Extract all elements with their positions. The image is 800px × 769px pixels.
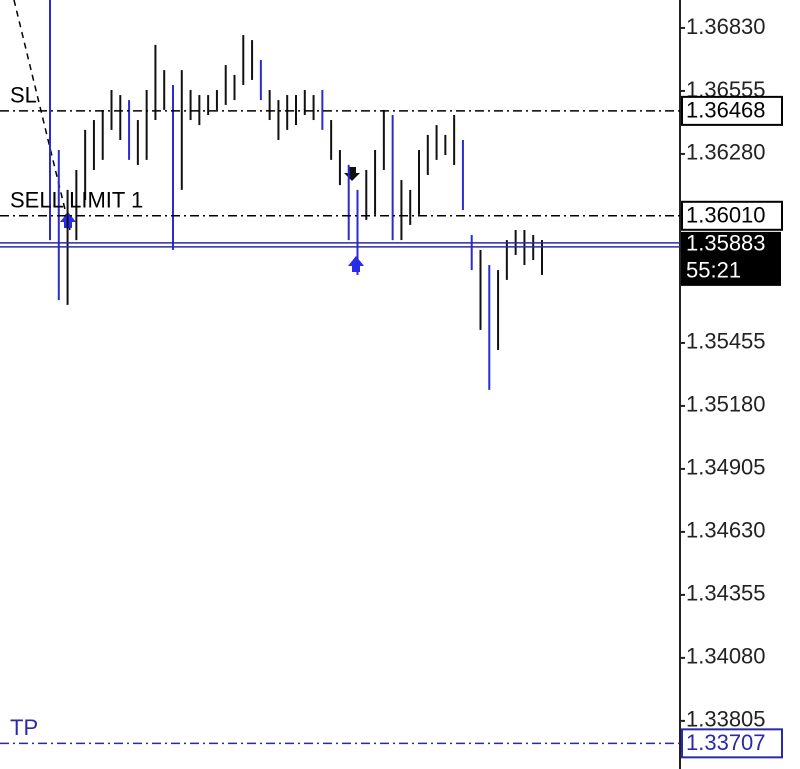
y-tick-label: 1.34355 [686,581,766,606]
price-box [681,728,783,759]
price-label: 1.36010 [686,203,766,228]
price-box [681,231,781,286]
level-name: TP [10,715,38,740]
price-label: 1.33707 [686,730,766,755]
y-tick-label: 1.36280 [686,140,766,165]
y-tick-label: 1.34905 [686,455,766,480]
buy-arrow [348,256,364,272]
price-label: 1.36468 [686,98,766,123]
y-tick-label: 1.34630 [686,518,766,543]
y-tick-label: 1.36830 [686,14,766,39]
level-name: SELL LIMIT 1 [10,188,143,213]
price-label: 1.35883 [686,231,766,256]
sell-arrow [344,167,360,181]
bar-timer: 55:21 [686,258,741,283]
y-tick-label: 1.34080 [686,644,766,669]
level-name: SL [10,83,37,108]
price-box [681,200,783,231]
y-tick-label: 1.35180 [686,392,766,417]
price-box [681,95,783,126]
y-tick-label: 1.33805 [686,707,766,732]
y-tick-label: 1.35455 [686,329,766,354]
